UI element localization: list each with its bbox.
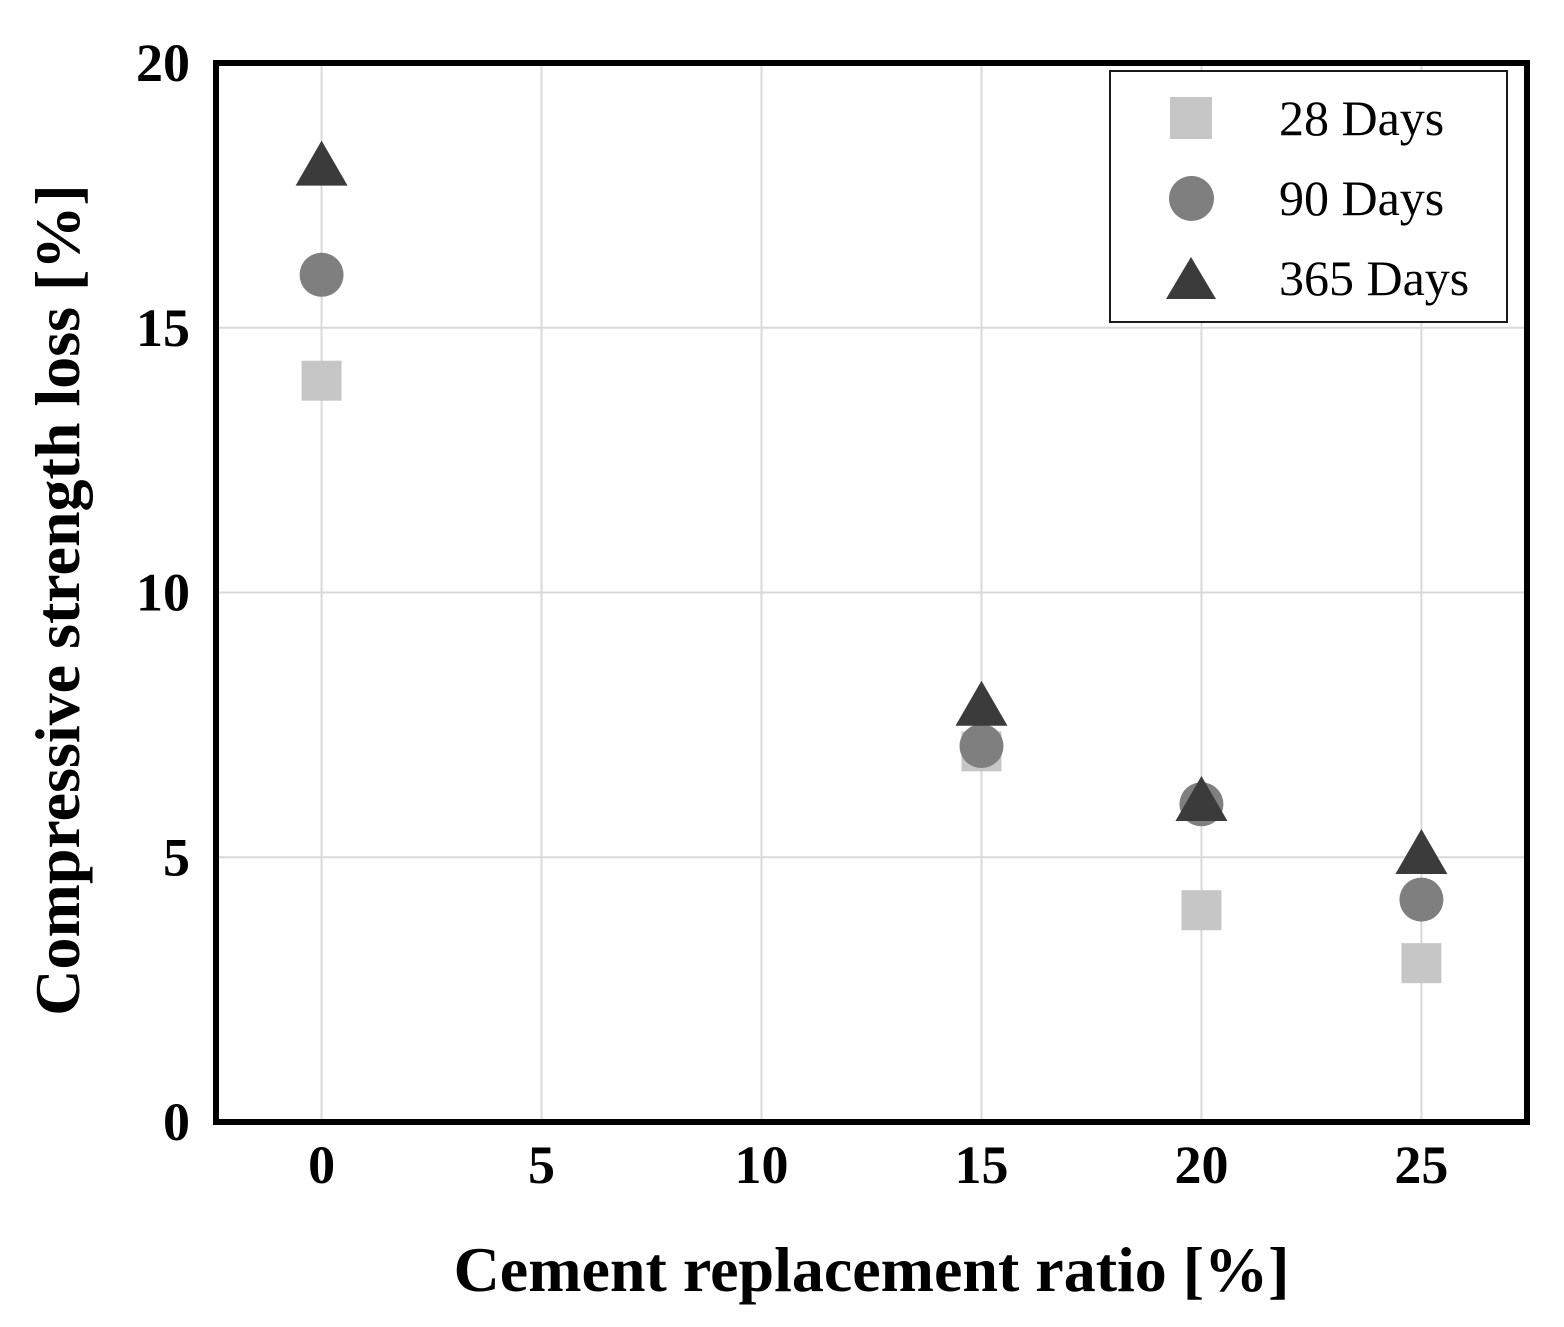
x-tick-label: 0 [308, 1135, 335, 1195]
y-tick-label: 20 [136, 33, 190, 93]
legend-marker-box [1165, 78, 1217, 158]
legend: 28 Days 90 Days 365 Days [1109, 70, 1508, 323]
x-tick-label: 25 [1394, 1135, 1448, 1195]
marker-365-days [1395, 828, 1448, 874]
marker-365-days [955, 680, 1008, 726]
y-tick-label: 5 [163, 827, 190, 887]
x-tick-label: 5 [528, 1135, 555, 1195]
marker-90-days [299, 252, 344, 297]
legend-marker-box [1165, 158, 1217, 238]
marker-28-days [1181, 890, 1222, 931]
marker-365-days [1175, 776, 1228, 822]
legend-item-365-days: 365 Days [1111, 238, 1506, 318]
legend-marker-box [1165, 238, 1217, 318]
legend-marker-square-icon [1170, 97, 1212, 139]
marker-365-days [295, 140, 348, 186]
x-tick-label: 20 [1174, 1135, 1228, 1195]
marker-90-days [959, 724, 1004, 769]
x-axis-title: Cement replacement ratio [%] [453, 1234, 1290, 1305]
legend-label-365-days: 365 Days [1279, 250, 1470, 306]
plot-frame [213, 60, 1530, 1125]
legend-item-28-days: 28 Days [1111, 78, 1506, 158]
y-tick-label: 0 [163, 1092, 190, 1152]
x-tick-label: 10 [735, 1135, 789, 1195]
marker-28-days [301, 360, 342, 401]
y-tick-label: 10 [136, 563, 190, 623]
x-tick-label: 15 [954, 1135, 1008, 1195]
legend-item-90-days: 90 Days [1111, 158, 1506, 238]
marker-28-days [1401, 943, 1442, 984]
legend-label-90-days: 90 Days [1279, 170, 1445, 226]
legend-label-28-days: 28 Days [1279, 90, 1445, 146]
marker-90-days [1399, 877, 1444, 922]
y-tick-label: 15 [136, 298, 190, 358]
legend-marker-circle-icon [1168, 175, 1214, 221]
legend-marker-triangle-icon [1166, 257, 1216, 299]
y-axis-title: Compressive strength loss [%] [22, 184, 93, 1016]
